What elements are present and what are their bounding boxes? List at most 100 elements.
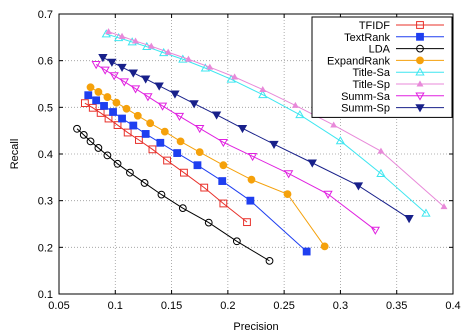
- data-point-expandrank: [160, 127, 169, 136]
- data-point-expandrank: [103, 93, 112, 101]
- series-title-sa: [101, 29, 431, 217]
- data-point-expandrank: [320, 242, 329, 251]
- legend-marker-lda: [416, 44, 424, 53]
- data-point-summ-sp: [107, 58, 117, 67]
- data-point-title-sp: [330, 121, 338, 128]
- x-tick-label: 0.3: [333, 300, 348, 312]
- data-point-summ-sp: [170, 90, 180, 99]
- axis-ticks: 0.05 0.1 0.15 0.2 0.25 0.3 0.35 0.40.10.20.30.4…: [38, 9, 461, 312]
- legend-marker-summ-sp: [415, 104, 425, 113]
- data-point-title-sa: [376, 168, 386, 177]
- legend-label-textrank: TextRank: [344, 32, 390, 44]
- data-point-summ-sp: [404, 215, 414, 224]
- data-point-summ-sa: [323, 190, 333, 199]
- data-point-title-sp: [147, 42, 155, 49]
- data-point-tfidf: [219, 199, 228, 208]
- data-point-summ-sa: [174, 112, 185, 122]
- data-point-expandrank: [94, 88, 103, 96]
- data-point-title-sp: [184, 55, 192, 62]
- series-summ-sp: [98, 54, 414, 224]
- data-point-tfidf: [135, 136, 143, 144]
- data-point-lda: [178, 204, 187, 213]
- data-point-summ-sp: [154, 82, 164, 91]
- data-point-summ-sp: [353, 182, 364, 191]
- legend-marker-title-sp: [416, 80, 424, 87]
- data-point-textrank: [84, 91, 93, 100]
- data-point-lda: [140, 179, 149, 187]
- data-point-summ-sa: [109, 72, 119, 81]
- data-point-summ-sa: [195, 124, 205, 134]
- data-point-tfidf: [80, 99, 89, 108]
- data-point-expandrank: [122, 104, 131, 113]
- series-line-title-sa: [106, 33, 427, 214]
- series-line-lda: [76, 128, 270, 262]
- data-point-summ-sp: [117, 63, 127, 73]
- x-tick-label: 0.2: [220, 300, 235, 312]
- data-point-title-sa: [200, 63, 211, 72]
- legend-marker-title-sa: [415, 67, 425, 76]
- data-point-summ-sp: [269, 140, 279, 150]
- data-point-expandrank: [176, 137, 185, 146]
- data-point-textrank: [92, 96, 101, 105]
- data-point-tfidf: [123, 128, 132, 137]
- data-point-summ-sp: [98, 54, 108, 63]
- data-point-tfidf: [180, 168, 188, 177]
- series-tfidf: [80, 99, 251, 227]
- data-point-summ-sa: [283, 170, 294, 179]
- data-point-textrank: [302, 247, 311, 256]
- legend-label-summ-sp: Summ-Sp: [341, 103, 390, 115]
- data-point-title-sa: [258, 89, 268, 99]
- x-tick-label: 0.05: [48, 300, 69, 312]
- data-point-lda: [73, 124, 81, 133]
- data-point-expandrank: [195, 148, 204, 157]
- y-tick-label: 0.2: [38, 242, 53, 254]
- data-point-textrank: [141, 130, 150, 138]
- data-point-tfidf: [104, 114, 113, 123]
- data-point-tfidf: [113, 121, 122, 129]
- data-point-expandrank: [146, 119, 155, 128]
- data-point-summ-sa: [130, 85, 141, 94]
- data-point-textrank: [118, 114, 126, 123]
- data-point-tfidf: [88, 103, 97, 112]
- data-point-tfidf: [200, 183, 209, 192]
- y-tick-label: 0.1: [38, 289, 53, 301]
- data-point-title-sa: [142, 41, 152, 51]
- legend-label-title-sa: Title-Sa: [353, 67, 391, 79]
- series-summ-sa: [91, 61, 380, 235]
- data-point-summ-sp: [128, 69, 138, 78]
- legend-marker-summ-sa: [415, 92, 425, 101]
- data-point-summ-sp: [237, 124, 248, 134]
- data-point-title-sp: [206, 63, 214, 70]
- data-point-textrank: [129, 121, 138, 130]
- data-point-expandrank: [86, 83, 95, 92]
- data-point-textrank: [156, 138, 165, 147]
- data-point-title-sp: [164, 48, 172, 55]
- data-point-expandrank: [219, 161, 228, 170]
- data-point-summ-sa: [100, 66, 110, 75]
- data-point-title-sa: [335, 136, 346, 145]
- plot-frame: [58, 13, 454, 295]
- series-lda: [73, 124, 274, 265]
- data-point-title-sp: [377, 147, 385, 154]
- data-point-summ-sa: [247, 152, 258, 162]
- legend-box: [311, 16, 453, 118]
- x-tick-label: 0.4: [445, 300, 460, 312]
- legend-label-summ-sa: Summ-Sa: [341, 91, 391, 103]
- data-point-textrank: [173, 149, 182, 157]
- data-point-textrank: [100, 102, 108, 110]
- data-point-summ-sp: [141, 75, 151, 84]
- data-point-lda: [157, 190, 166, 199]
- x-tick-label: 0.35: [386, 300, 407, 312]
- data-point-lda: [113, 159, 122, 168]
- data-point-expandrank: [133, 111, 142, 120]
- data-point-lda: [94, 144, 103, 152]
- data-point-title-sa: [421, 208, 431, 217]
- data-point-lda: [204, 218, 213, 227]
- series-line-tfidf: [84, 102, 248, 223]
- legend-label-tfidf: TFIDF: [359, 20, 390, 32]
- data-point-summ-sa: [143, 93, 153, 102]
- data-point-title-sa: [159, 47, 169, 57]
- legend-marker-expandrank: [416, 56, 424, 65]
